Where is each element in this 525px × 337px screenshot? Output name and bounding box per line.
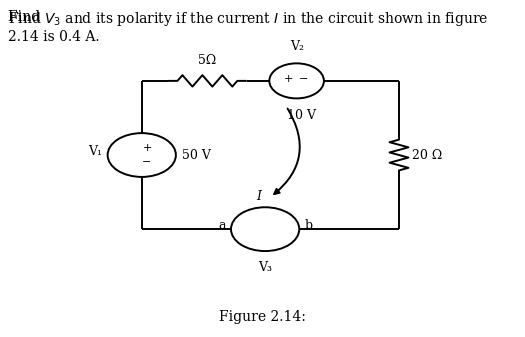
Text: I: I <box>256 190 261 204</box>
Text: V₁: V₁ <box>88 145 102 158</box>
FancyArrowPatch shape <box>274 109 300 194</box>
Text: 10 V: 10 V <box>287 109 317 122</box>
Text: V₃: V₃ <box>258 261 272 274</box>
Text: Figure 2.14:: Figure 2.14: <box>219 309 306 324</box>
Text: 5Ω: 5Ω <box>198 54 216 67</box>
Text: 50 V: 50 V <box>182 149 211 161</box>
Text: +: + <box>142 143 152 153</box>
Text: 20 Ω: 20 Ω <box>412 149 443 161</box>
Text: a: a <box>218 219 226 232</box>
Text: b: b <box>304 219 312 232</box>
Text: Find: Find <box>8 10 45 24</box>
Text: −: − <box>142 157 152 167</box>
Text: +: + <box>284 74 293 84</box>
Text: −: − <box>299 74 309 84</box>
Text: Find $V_3$ and its polarity if the current $I$ in the circuit shown in figure
2.: Find $V_3$ and its polarity if the curre… <box>8 10 488 44</box>
Text: V₂: V₂ <box>290 40 303 53</box>
